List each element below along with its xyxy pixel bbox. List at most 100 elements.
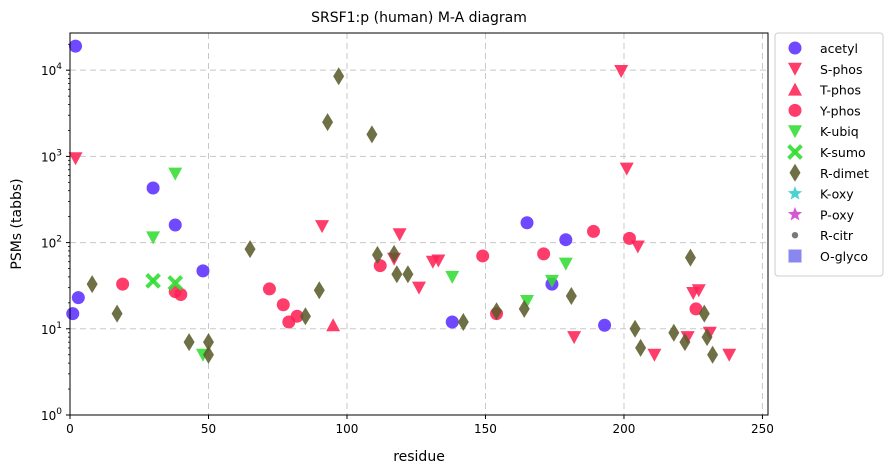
data-point [174,287,188,301]
data-point [290,309,304,323]
plot-frame [69,32,769,416]
data-point [587,224,600,238]
data-point [520,295,535,309]
data-point [371,245,383,264]
legend-label: O-glyco [820,249,868,264]
data-point [614,64,629,78]
x-tick-label: 200 [613,422,636,436]
data-point [68,152,83,166]
legend-marker [787,144,803,160]
legend: acetyl S-phos T-phos Y-phos K-ubiq K-sumo R-di… [774,32,884,277]
data-point [262,282,276,296]
data-point [565,287,577,306]
legend-label: S-phos [820,62,862,77]
y-tick-label: 104 [41,62,62,78]
legend-marker [789,163,801,182]
data-point [146,231,161,245]
y-axis-ticks: 100 101 102 103 104 [41,43,70,423]
data-point [322,113,334,132]
data-point [623,231,637,245]
y-axis-label: PSMs (tabbs) [9,178,25,269]
data-point [668,323,680,342]
data-point [559,233,573,247]
data-point [402,265,414,284]
data-point [619,162,634,176]
data-point [691,284,706,298]
x-tick-label: 0 [66,422,74,436]
data-point [698,304,710,323]
data-point [491,302,503,321]
data-point [520,216,534,230]
x-axis-label: residue [393,449,445,465]
grid-lines [69,33,768,415]
series-K-sumo [145,273,184,291]
data-point [146,181,160,195]
legend-marker [791,232,799,239]
legend-label: R-citr [820,228,854,243]
legend-label: K-sumo [820,145,866,160]
data-point [202,333,214,352]
legend-marker [788,41,802,55]
legend-label: R-dimet [820,166,869,181]
legend-frame [774,32,884,277]
legend-label: Y-phos [819,103,861,118]
legend-label: K-ubiq [820,124,859,139]
data-point [558,257,573,271]
series-T-phos [326,318,341,332]
data-point [457,312,469,331]
data-point [537,247,551,261]
data-point [412,281,426,295]
y-tick-label: 100 [41,407,62,423]
legend-marker [787,206,803,221]
chart-title: SRSF1:p (human) M-A diagram [311,10,527,26]
data-point [722,348,737,362]
data-point [388,244,400,263]
data-point [391,265,403,284]
data-point [315,220,330,234]
x-tick-label: 150 [474,422,497,436]
data-point [366,125,378,144]
y-tick-label: 101 [41,321,62,337]
legend-marker [787,186,803,200]
data-point [476,249,490,263]
y-tick-label: 102 [41,235,62,251]
data-point [392,228,407,242]
data-point [544,274,559,288]
data-point [276,298,290,312]
data-point [630,240,645,254]
data-point [333,67,345,86]
data-point [167,275,184,291]
data-point [66,307,80,321]
data-point [701,328,713,347]
data-points [66,39,737,364]
data-point [183,333,195,352]
legend-marker [788,103,802,117]
data-point [168,218,182,232]
data-point [684,248,696,267]
data-point [86,275,98,294]
data-point [145,273,161,289]
series-Y-phos [116,224,703,329]
series-R-dimet [86,67,719,364]
data-point [313,281,325,300]
x-tick-label: 50 [201,422,216,436]
data-point [373,259,387,273]
data-point [707,345,719,364]
data-point [445,315,459,329]
data-point [326,318,341,332]
y-tick-label: 103 [41,148,62,164]
data-point [629,319,641,338]
data-point [567,331,582,345]
legend-label: K-oxy [820,187,854,202]
data-point [598,318,612,332]
x-tick-label: 250 [751,422,774,436]
data-point [635,338,647,357]
x-tick-label: 100 [336,422,359,436]
data-point [244,240,256,259]
data-point [299,307,311,326]
legend-label: acetyl [820,41,858,56]
legend-marker [788,249,802,263]
data-point [168,167,183,181]
data-point [647,348,662,362]
